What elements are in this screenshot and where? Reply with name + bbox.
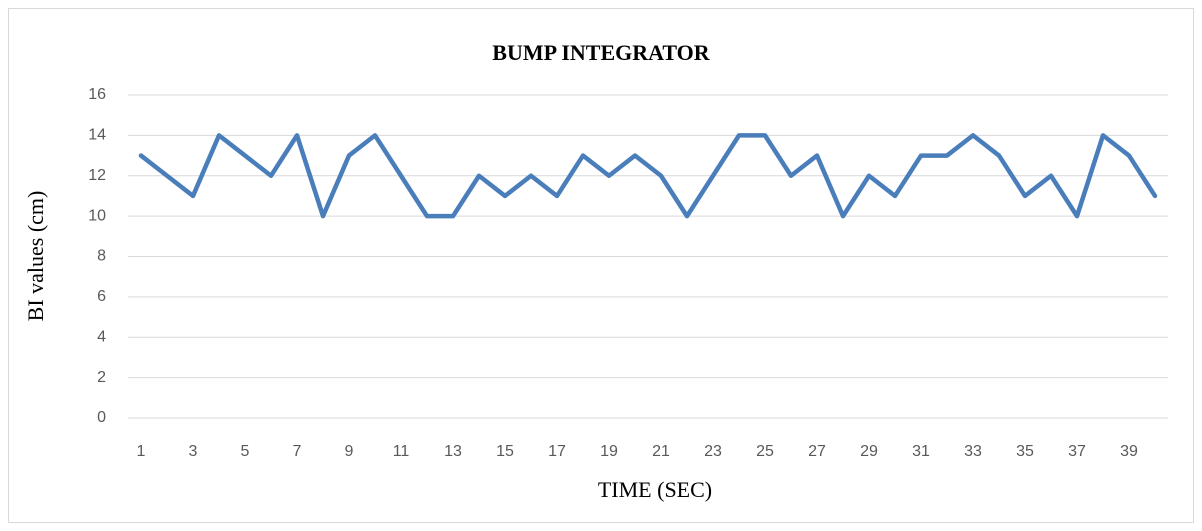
chart-border	[8, 8, 1194, 523]
x-tick-label: 37	[1068, 443, 1086, 460]
x-tick-label: 25	[756, 443, 774, 460]
y-tick-label: 6	[97, 288, 106, 305]
x-tick-label: 29	[860, 443, 878, 460]
y-tick-label: 4	[97, 328, 106, 345]
x-axis-label: TIME (SEC)	[598, 477, 712, 502]
x-tick-label: 1	[137, 443, 146, 460]
x-tick-label: 3	[189, 443, 198, 460]
x-tick-label: 23	[704, 443, 722, 460]
y-axis-label: BI values (cm)	[23, 191, 48, 322]
x-tick-label: 5	[241, 443, 250, 460]
y-tick-label: 12	[88, 167, 106, 184]
y-tick-label: 0	[97, 409, 106, 426]
x-tick-label: 39	[1120, 443, 1138, 460]
chart-title: BUMP INTEGRATOR	[492, 40, 710, 65]
y-tick-label: 2	[97, 369, 106, 386]
y-tick-label: 8	[97, 248, 106, 265]
x-tick-label: 13	[444, 443, 462, 460]
y-tick-label: 16	[88, 86, 106, 103]
x-tick-label: 9	[345, 443, 354, 460]
x-tick-label: 19	[600, 443, 618, 460]
x-tick-label: 7	[293, 443, 302, 460]
x-tick-label: 35	[1016, 443, 1034, 460]
x-tick-label: 27	[808, 443, 826, 460]
line-series	[138, 133, 1158, 219]
x-tick-label: 15	[496, 443, 514, 460]
x-tick-label: 17	[548, 443, 566, 460]
y-tick-label: 14	[88, 127, 106, 144]
x-tick-label: 33	[964, 443, 982, 460]
y-tick-label: 10	[88, 207, 106, 224]
x-tick-label: 21	[652, 443, 670, 460]
x-tick-label: 31	[912, 443, 930, 460]
x-tick-label: 11	[393, 443, 410, 460]
